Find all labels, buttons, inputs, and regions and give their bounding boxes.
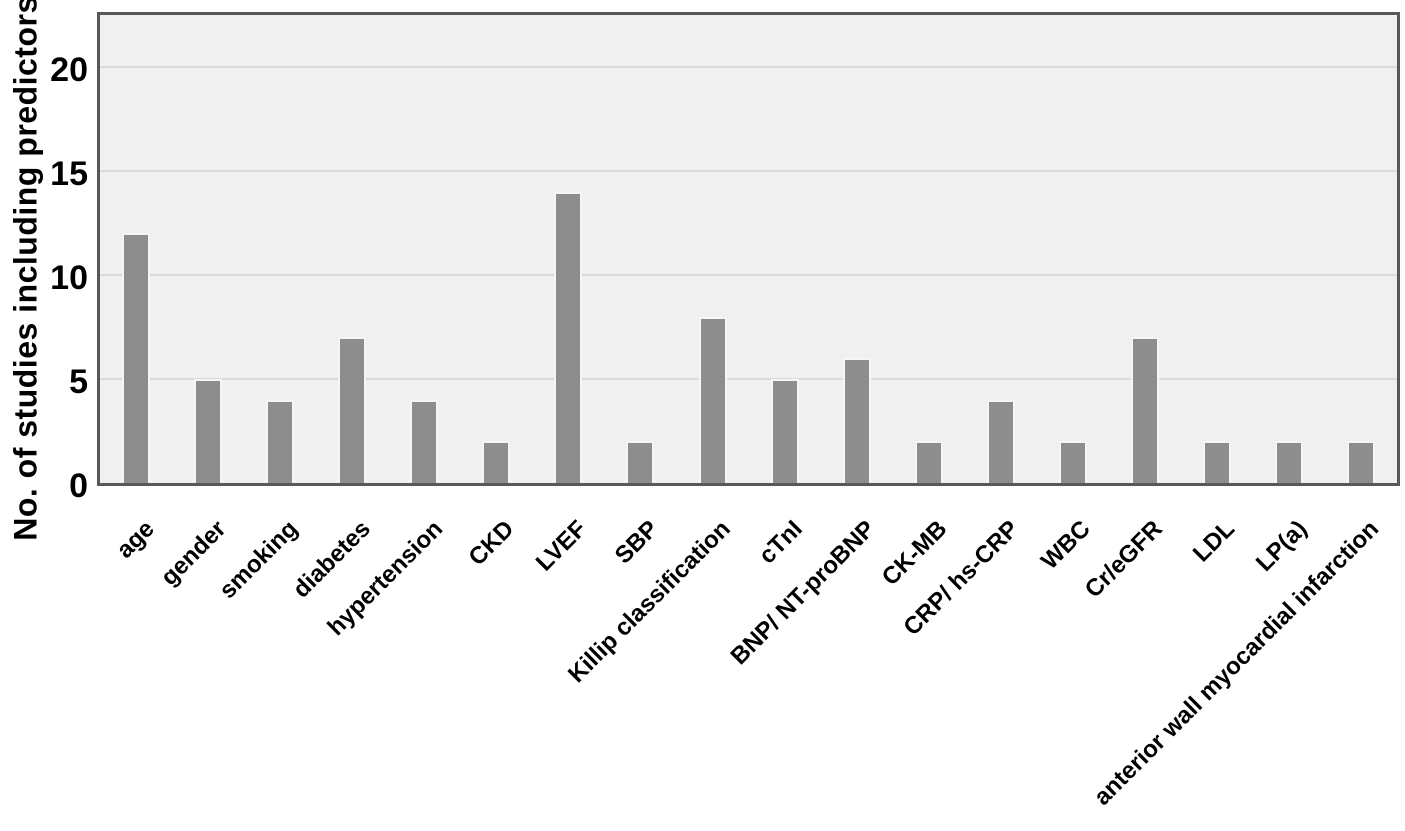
bar-slot — [1181, 15, 1253, 483]
bar — [770, 379, 799, 483]
x-tick-label: LP(a) — [1250, 515, 1313, 577]
y-tick-label: 15 — [50, 155, 88, 193]
bar — [986, 399, 1015, 483]
bar — [842, 358, 871, 483]
gridline — [100, 274, 1397, 276]
x-axis-tick-labels: age gender smoking diabetes hypertension CKD L… — [0, 515, 1405, 831]
bar — [626, 441, 655, 483]
bar — [482, 441, 511, 483]
bar-slot — [388, 15, 460, 483]
bar-slot — [460, 15, 532, 483]
x-tick-label: LVEF — [530, 515, 592, 577]
bar — [914, 441, 943, 483]
gridlines — [100, 15, 1397, 483]
bars — [100, 15, 1397, 483]
x-tick-label: smoking — [214, 515, 304, 605]
x-tick-label: age — [111, 515, 160, 564]
gridline — [100, 66, 1397, 68]
bar-slot — [1253, 15, 1325, 483]
x-tick-label: Cr/eGFR — [1080, 515, 1169, 604]
gridline — [100, 378, 1397, 380]
bar-slot — [749, 15, 821, 483]
bar — [338, 337, 367, 483]
bar-slot — [100, 15, 172, 483]
bar-slot — [172, 15, 244, 483]
x-tick-label: CKD — [463, 515, 520, 572]
bar — [698, 316, 727, 483]
x-tick-label: SBP — [609, 515, 664, 570]
bar-slot — [244, 15, 316, 483]
bar — [194, 379, 223, 483]
gridline — [100, 170, 1397, 172]
y-tick-label: 10 — [50, 259, 88, 297]
x-tick-label: LDL — [1188, 515, 1241, 568]
bar-slot — [1109, 15, 1181, 483]
y-tick-label: 0 — [69, 467, 88, 505]
bar — [1058, 441, 1087, 483]
bar-slot — [532, 15, 604, 483]
bar — [122, 233, 151, 483]
bar-slot — [1325, 15, 1397, 483]
bar — [410, 399, 439, 483]
plot-area — [97, 12, 1400, 486]
bar-slot — [821, 15, 893, 483]
bar-slot — [316, 15, 388, 483]
bar-slot — [965, 15, 1037, 483]
bar — [266, 399, 295, 483]
bar-slot — [604, 15, 676, 483]
bar-slot — [677, 15, 749, 483]
bar — [1130, 337, 1159, 483]
bar-slot — [1037, 15, 1109, 483]
bar — [1275, 441, 1304, 483]
x-tick-label: cTnI — [753, 515, 808, 570]
bar — [554, 191, 583, 483]
x-tick-label: WBC — [1036, 515, 1097, 575]
bar — [1347, 441, 1376, 483]
y-tick-label: 20 — [50, 51, 88, 89]
bar-slot — [893, 15, 965, 483]
bar — [1202, 441, 1231, 483]
y-tick-label: 5 — [69, 363, 88, 401]
y-axis-tick-labels: 0 5 10 15 20 — [0, 0, 88, 505]
